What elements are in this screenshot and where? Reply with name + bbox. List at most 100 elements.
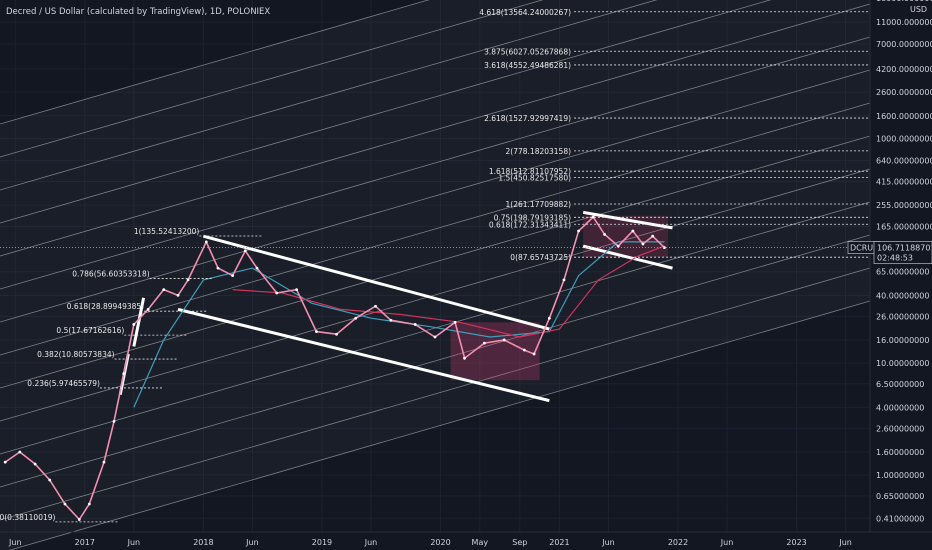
price-point — [591, 215, 595, 219]
fib-level-label: 0(87.65743725) — [510, 253, 571, 262]
price-point — [335, 332, 338, 336]
trend-line — [177, 307, 550, 403]
price-point — [413, 323, 417, 326]
time-axis[interactable]: Jun 2017 Jun 2018 Jun 2019 Jun 2020 May Sep 2021 Ju… — [8, 538, 852, 547]
price-point — [616, 244, 620, 248]
bar-countdown: 02:48:53 — [877, 254, 913, 263]
price-point — [162, 288, 166, 292]
price-tick-label: 640.00000000 — [876, 156, 932, 165]
channel-line — [0, 0, 430, 125]
channel-line — [0, 0, 544, 158]
price-point — [255, 266, 259, 270]
fib-level-label: 3.618(4552.49486281) — [484, 61, 571, 70]
trend-line — [582, 210, 673, 230]
time-tick-label: Sep — [512, 538, 527, 547]
channel-line — [0, 234, 871, 488]
price-point — [216, 266, 220, 270]
price-point — [63, 502, 67, 506]
time-tick-label: 2019 — [312, 538, 332, 547]
channel-line — [0, 36, 871, 290]
price-point — [522, 348, 526, 352]
price-point — [48, 478, 52, 482]
price-tick-label: 18000.00000000 — [876, 0, 932, 3]
fib-level-label: 0.786(56.60353318) — [72, 269, 149, 278]
price-tick-label: 4.00000000 — [876, 403, 924, 412]
price-tag — [873, 241, 932, 264]
time-tick-label: 2017 — [75, 538, 95, 547]
price-tick-label: 2600.00000000 — [876, 88, 932, 97]
price-point — [662, 246, 666, 250]
fib-level-label: 1.5(450.82517580) — [498, 173, 571, 182]
price-tick-label: 65.00000000 — [876, 268, 929, 277]
price-point — [641, 242, 645, 246]
symbol-label: DCRUSD — [850, 244, 884, 253]
price-point — [577, 229, 580, 233]
price-axis[interactable]: 18000.00000000 11000.00000000 7000.0000000… — [876, 0, 932, 523]
price-tick-label: 1.00000000 — [876, 471, 924, 480]
currency-label: USD — [910, 5, 927, 14]
fib-level-label: 0.236(5.97465579) — [27, 379, 100, 388]
fib-level-label: 2.618(1527.92997419) — [484, 114, 571, 123]
fib-level-label: 0.618(28.89949385) — [67, 302, 144, 311]
fib-level-label: 1(135.52413200) — [134, 227, 200, 236]
time-tick-label: Jun — [245, 538, 259, 547]
price-point — [18, 450, 22, 454]
price-point — [389, 318, 393, 322]
channel-line — [0, 135, 871, 389]
chart-grid — [0, 0, 870, 532]
moving-average-line — [232, 245, 665, 338]
price-tick-label: 1600.00000000 — [876, 112, 932, 121]
price-tick-label: 2.60000000 — [876, 424, 924, 433]
channel-line — [0, 267, 871, 521]
price-point — [374, 304, 377, 308]
time-tick-label: 2018 — [193, 538, 213, 547]
time-tick-label: 2022 — [668, 538, 688, 547]
channel-line — [0, 3, 871, 257]
time-tick-label: May — [472, 538, 489, 547]
fib-level-label: 2(778.18203158) — [506, 147, 572, 156]
price-point — [112, 420, 116, 423]
price-tick-label: 40.00000000 — [876, 291, 929, 300]
price-point — [433, 335, 437, 339]
price-point — [146, 307, 150, 311]
price-point — [354, 316, 358, 320]
price-point — [3, 460, 7, 464]
trend-line — [202, 234, 550, 331]
price-tick-label: 6.50000000 — [876, 380, 924, 389]
price-tick-label: 4200.00000000 — [876, 65, 932, 74]
price-point — [295, 288, 299, 292]
chart-title: Decred / US Dollar (calculated by Tradin… — [6, 7, 270, 17]
fib-level-label: 0.382(10.80573834) — [37, 350, 114, 359]
price-point — [122, 372, 126, 376]
price-tick-label: 7000.00000000 — [876, 40, 932, 49]
fib-level-label: 0.5(17.67162616) — [56, 326, 124, 335]
price-point — [176, 293, 180, 297]
time-tick-label: Jun — [8, 538, 22, 547]
price-point — [651, 234, 655, 238]
fib-level-label: 3.875(6027.05267868) — [484, 47, 571, 56]
time-tick-label: 2020 — [430, 538, 450, 547]
price-tick-label: 415.00000000 — [876, 177, 932, 186]
time-tick-label: Jun — [127, 538, 141, 547]
fib-level-label: 1(261.17709882) — [506, 200, 572, 209]
fib-labels: 1(135.52413200) 0.786(56.60353318) 0.618(2… — [0, 8, 870, 523]
price-point — [502, 338, 506, 342]
price-point — [231, 274, 235, 278]
price-tick-label: 255.00000000 — [876, 201, 932, 210]
price-point — [132, 323, 136, 326]
price-point — [482, 341, 486, 345]
price-point — [275, 291, 279, 295]
price-point — [547, 316, 551, 320]
price-point — [315, 330, 318, 333]
price-axis-panel[interactable] — [870, 0, 932, 532]
time-tick-label: Jun — [720, 538, 734, 547]
time-tick-label: 2023 — [786, 538, 806, 547]
time-tick-label: Jun — [601, 538, 615, 547]
price-point — [87, 502, 91, 506]
price-tick-label: 26.00000000 — [876, 312, 929, 321]
fib-level-label: 0.618(172.31343411) — [489, 220, 571, 229]
price-point — [463, 356, 466, 360]
fib-level-label: 0.75(198.79193185) — [494, 213, 571, 222]
